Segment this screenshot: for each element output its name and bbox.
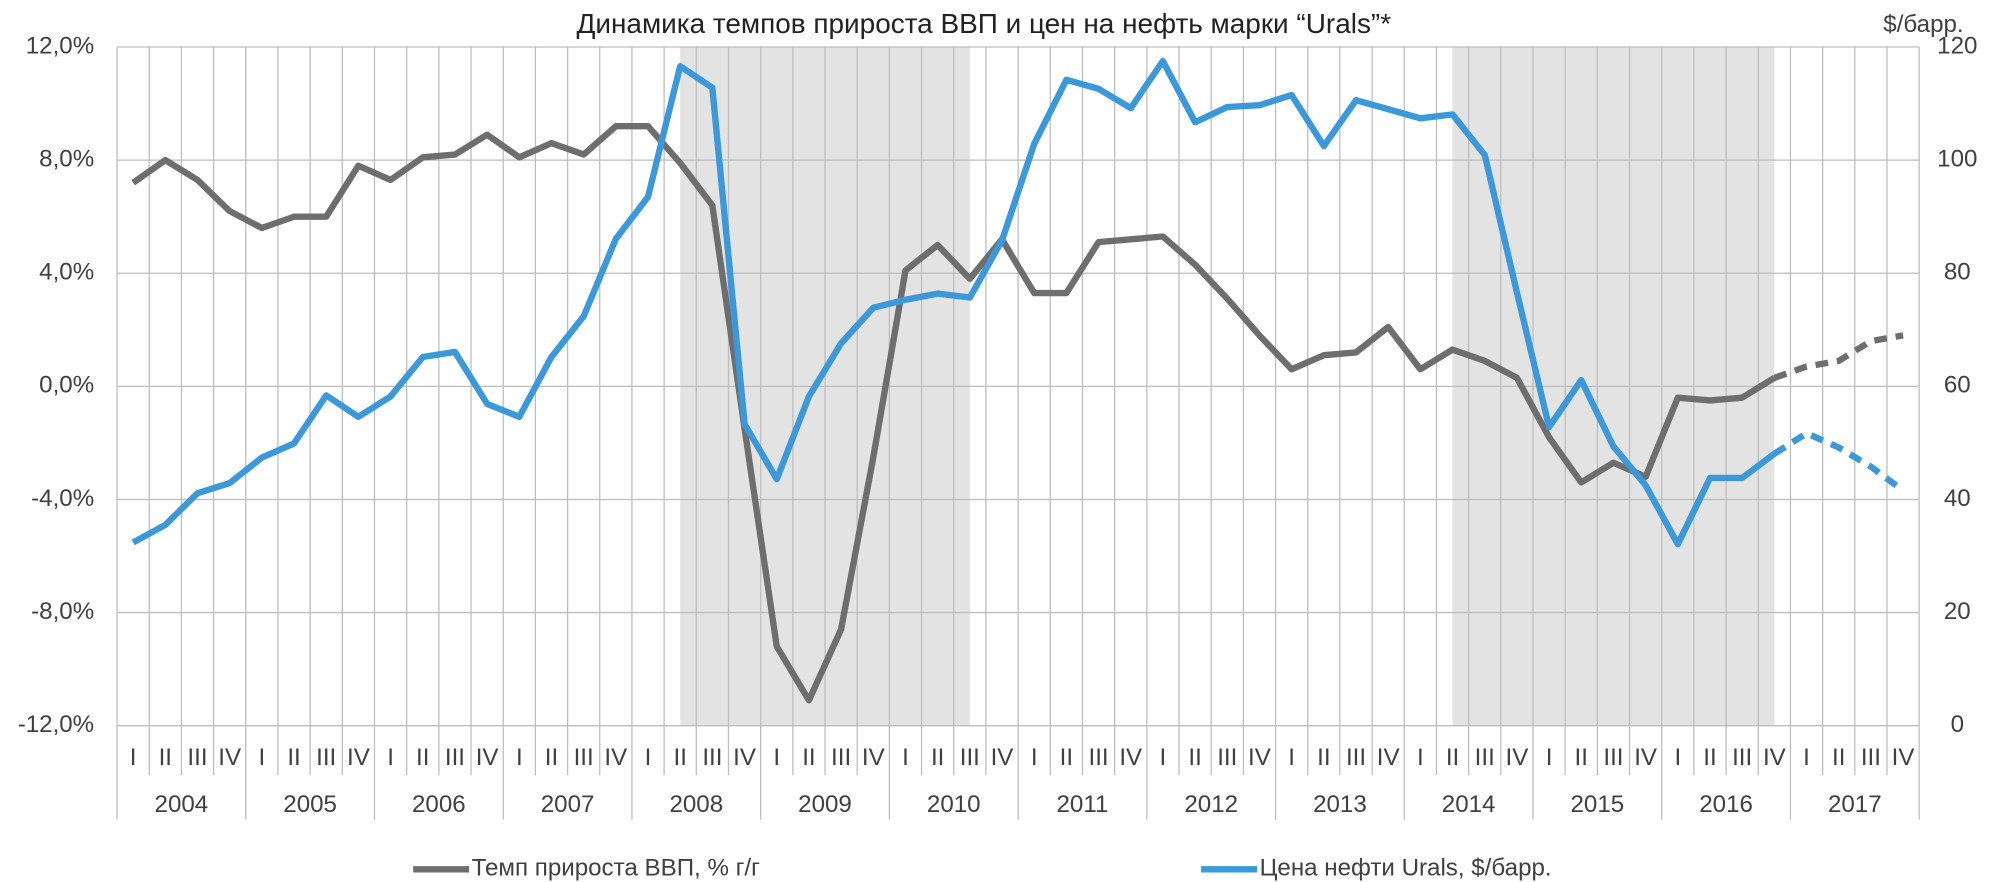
x-tick-label: IV xyxy=(476,744,499,771)
x-tick-label: III xyxy=(831,744,851,771)
y2-tick-label: 0 xyxy=(1951,711,1964,738)
x-tick-label: I xyxy=(130,744,137,771)
x-tick-label: IV xyxy=(991,744,1014,771)
x-tick-label: II xyxy=(931,744,944,771)
x-tick-label: II xyxy=(159,744,172,771)
x-tick-label: IV xyxy=(1248,744,1271,771)
x-tick-label: II xyxy=(674,744,687,771)
x-tick-label: I xyxy=(902,744,909,771)
year-label: 2017 xyxy=(1828,791,1882,818)
x-tick-label: III xyxy=(1346,744,1366,771)
x-tick-label: I xyxy=(516,744,523,771)
year-label: 2006 xyxy=(412,791,466,818)
x-tick-label: IV xyxy=(862,744,885,771)
y-tick-label: -4,0% xyxy=(31,485,94,512)
year-label: 2014 xyxy=(1442,791,1496,818)
y2-tick-label: 40 xyxy=(1944,485,1971,512)
x-tick-label: III xyxy=(316,744,336,771)
year-label: 2008 xyxy=(669,791,723,818)
forecast-line xyxy=(1772,430,1905,493)
x-tick-label: I xyxy=(1803,744,1810,771)
x-tick-label: II xyxy=(802,744,815,771)
year-label: 2011 xyxy=(1057,791,1109,818)
x-tick-label: III xyxy=(1217,744,1237,771)
year-label: 2007 xyxy=(541,791,595,818)
y-tick-label: 8,0% xyxy=(39,146,94,173)
x-tick-label: IV xyxy=(1634,744,1657,771)
y-tick-label: 0,0% xyxy=(39,372,94,399)
legend-label: Цена нефти Urals, $/барр. xyxy=(1260,855,1552,882)
y-tick-label: 12,0% xyxy=(26,32,94,59)
x-tick-label: IV xyxy=(733,744,756,771)
year-label: 2004 xyxy=(155,791,209,818)
y2-tick-label: 80 xyxy=(1944,259,1971,286)
x-tick-label: II xyxy=(1188,744,1201,771)
y-tick-label: 4,0% xyxy=(39,259,94,286)
x-tick-label: IV xyxy=(604,744,627,771)
x-tick-label: I xyxy=(1674,744,1681,771)
year-label: 2015 xyxy=(1571,791,1625,818)
x-tick-label: IV xyxy=(1892,744,1915,771)
y2-tick-label: 20 xyxy=(1944,598,1971,625)
x-tick-label: III xyxy=(1732,744,1752,771)
y-tick-label: -12,0% xyxy=(18,711,94,738)
y-tick-label: -8,0% xyxy=(31,598,94,625)
x-tick-label: II xyxy=(1060,744,1073,771)
chart-title: Динамика темпов прироста ВВП и цен на не… xyxy=(576,8,1391,39)
x-tick-label: II xyxy=(1703,744,1716,771)
x-tick-label: IV xyxy=(1763,744,1786,771)
series-line xyxy=(131,123,1777,704)
x-tick-label: III xyxy=(574,744,594,771)
x-tick-label: II xyxy=(1446,744,1459,771)
x-tick-label: I xyxy=(1288,744,1295,771)
y2-tick-label: 120 xyxy=(1937,32,1977,59)
x-tick-label: I xyxy=(1546,744,1553,771)
year-label: 2009 xyxy=(798,791,852,818)
x-tick-label: III xyxy=(1475,744,1495,771)
x-tick-label: I xyxy=(1160,744,1167,771)
x-tick-label: III xyxy=(960,744,980,771)
x-tick-label: II xyxy=(545,744,558,771)
y2-tick-label: 60 xyxy=(1944,372,1971,399)
y2-tick-label: 100 xyxy=(1937,146,1977,173)
x-tick-label: III xyxy=(1603,744,1623,771)
x-tick-label: IV xyxy=(347,744,370,771)
x-tick-label: IV xyxy=(1119,744,1142,771)
year-label: 2012 xyxy=(1184,791,1238,818)
forecast-line xyxy=(1773,332,1904,381)
x-tick-label: I xyxy=(259,744,266,771)
x-tick-label: IV xyxy=(218,744,241,771)
x-tick-label: IV xyxy=(1506,744,1529,771)
x-tick-label: III xyxy=(702,744,722,771)
y2-axis-label: $/барр. xyxy=(1883,11,1963,38)
x-tick-label: I xyxy=(1031,744,1038,771)
legend-label: Темп прироста ВВП, % г/г xyxy=(472,855,760,882)
x-tick-label: III xyxy=(1861,744,1881,771)
year-label: 2005 xyxy=(283,791,337,818)
x-tick-label: IV xyxy=(1377,744,1400,771)
x-tick-label: III xyxy=(187,744,207,771)
year-label: 2013 xyxy=(1313,791,1367,818)
x-tick-label: III xyxy=(1089,744,1109,771)
x-tick-label: II xyxy=(416,744,429,771)
x-tick-label: II xyxy=(1575,744,1588,771)
x-tick-label: II xyxy=(1832,744,1845,771)
x-tick-label: III xyxy=(445,744,465,771)
x-tick-label: I xyxy=(387,744,394,771)
series-line xyxy=(131,57,1777,548)
x-tick-label: II xyxy=(1317,744,1330,771)
year-label: 2016 xyxy=(1699,791,1753,818)
x-tick-label: II xyxy=(287,744,300,771)
x-tick-label: I xyxy=(1417,744,1424,771)
year-label: 2010 xyxy=(927,791,981,818)
x-tick-label: I xyxy=(645,744,652,771)
x-tick-label: I xyxy=(773,744,780,771)
